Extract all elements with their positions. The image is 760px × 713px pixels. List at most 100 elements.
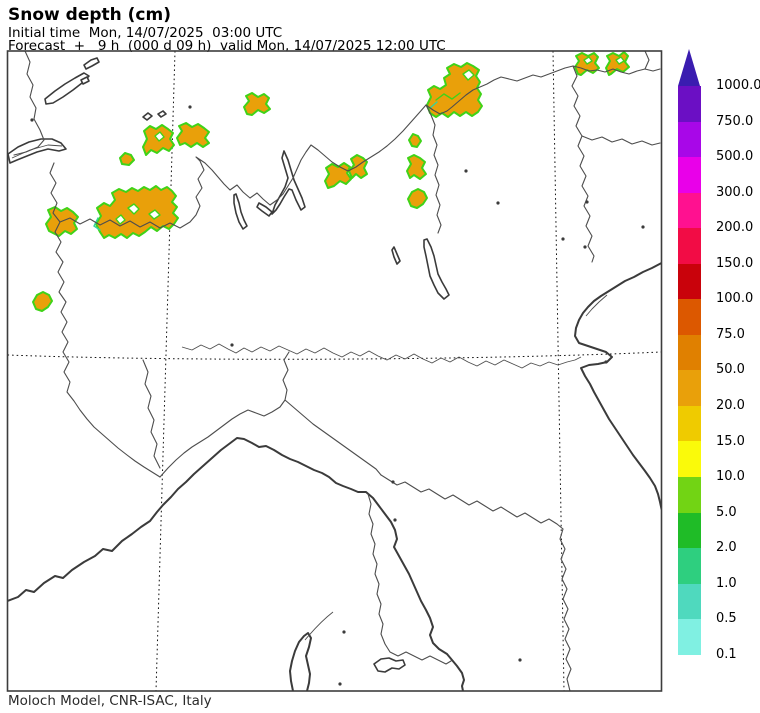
colorbar-tick-label: 75.0 (716, 326, 745, 342)
elba-island (373, 657, 406, 673)
map-dot (391, 480, 395, 484)
po-river (181, 343, 582, 369)
colorbar-tick-label: 500.0 (716, 149, 754, 165)
border-trentino (425, 104, 442, 234)
colorbar-segment (678, 405, 701, 442)
colorbar-segment (678, 228, 701, 264)
border-tuscany-coastal (367, 493, 452, 665)
graticule-group (7, 51, 662, 691)
snow-fringe-green (435, 92, 461, 101)
map-dot (338, 682, 342, 686)
colorbar-tick-label: 150.0 (716, 255, 754, 271)
map-dot (188, 105, 192, 109)
border-veneto-friuli (571, 65, 595, 263)
colorbar-tick-label: 100.0 (716, 291, 754, 307)
borders-group (13, 51, 661, 691)
lake-como (271, 150, 306, 215)
small-alpine-lake (157, 110, 167, 118)
snow-fringe-teal (93, 217, 101, 231)
map-dot (561, 237, 565, 241)
snow-depth-colorbar: 1000.0 750.0 500.0 300.0 200.0 150.0 100.0 75.0… (678, 49, 760, 691)
coastline-adriatic (574, 262, 662, 510)
snow-hole (127, 203, 140, 215)
colorbar-tick-label: 300.0 (716, 184, 754, 200)
snow-patch-small (408, 133, 422, 148)
snow-hole (148, 209, 161, 220)
border-france-italy (49, 162, 161, 478)
map-dot (393, 518, 397, 522)
colorbar-tick-label: 10.0 (716, 469, 745, 485)
coastline-group (7, 262, 662, 691)
snow-patch-valais-2 (176, 122, 210, 148)
snow-patch-ortles-1 (406, 154, 427, 180)
colorbar-tick-label: 5.0 (716, 504, 737, 520)
rivers-group (181, 343, 582, 369)
lake-lugano (256, 202, 273, 217)
border-umbria-marche (559, 528, 572, 691)
snow-hole (115, 214, 126, 225)
lake-garda (423, 238, 450, 300)
colorbar-tick-label: 1000.0 (716, 78, 760, 93)
capraia-arc (304, 611, 334, 641)
map-dot (30, 118, 34, 122)
map-content (7, 51, 662, 691)
colorbar-segment (678, 299, 701, 335)
snow-patch-nw-alps (95, 185, 179, 239)
border-apennine-branch (282, 351, 290, 401)
forecast-valid-line: Forecast + 9 h (000 d 09 h) valid Mon, 1… (8, 38, 446, 54)
colorbar-segment (678, 619, 701, 655)
colorbar-overflow-arrow (678, 49, 700, 86)
venice-lagoon-line (585, 294, 608, 317)
snow-patch-bernina (324, 162, 352, 189)
lake-geneva-border (11, 144, 63, 159)
border-apennine-liguria (159, 399, 382, 478)
lake-geneva (7, 138, 67, 164)
lakes-group (7, 57, 450, 300)
colorbar-segment (678, 121, 701, 158)
meridian-grid-line (552, 51, 565, 691)
colorbar-tick-label: 1.0 (716, 575, 737, 591)
snow-patch-bernina-2 (348, 154, 368, 179)
colorbar-tick-label: 20.0 (716, 398, 745, 414)
border-piedmont-internal (142, 359, 161, 469)
border-carnic (581, 135, 661, 146)
colorbar-segment (678, 441, 701, 478)
lake-neuchatel (44, 72, 90, 105)
colorbar-segment (678, 370, 701, 406)
coastline-corsica-cap-corse (289, 632, 312, 691)
map-dot (583, 245, 587, 249)
snow-hole (583, 56, 593, 65)
colorbar-tick-label: 0.5 (716, 611, 737, 627)
map-dot (604, 360, 608, 364)
colorbar-segment (678, 157, 701, 193)
colorbar-tick-label: 50.0 (716, 362, 745, 378)
snow-patch-sw (32, 291, 53, 312)
lake-maggiore (233, 193, 248, 230)
colorbar-segment (678, 477, 701, 513)
snow-patches-group (32, 51, 630, 312)
border-jura-french-swiss (13, 51, 45, 156)
parallel-grid-line (7, 351, 662, 360)
colorbar-segment (678, 583, 701, 620)
snow-hole (154, 131, 165, 142)
map-frame (6, 50, 663, 692)
map-dots-group (30, 105, 645, 686)
colorbar-segment (678, 192, 701, 229)
snow-hole (462, 69, 475, 81)
snow-patch-ortles-2 (407, 188, 428, 209)
colorbar-segment (678, 548, 701, 584)
lake-iseo (391, 246, 401, 265)
snow-patch-gotthard (243, 92, 271, 116)
colorbar-segment (678, 512, 701, 549)
border-swiss-italian (59, 104, 427, 229)
model-credit: Moloch Model, CNR-ISAC, Italy (8, 693, 212, 709)
meridian-grid-line (155, 51, 176, 691)
snow-patch-valais-3 (119, 152, 135, 166)
map-dot (518, 658, 522, 662)
colorbar-tick-label: 0.1 (716, 646, 737, 662)
colorbar-segment (678, 263, 701, 300)
lake-morat (80, 76, 90, 85)
colorbar-segment (678, 86, 701, 122)
